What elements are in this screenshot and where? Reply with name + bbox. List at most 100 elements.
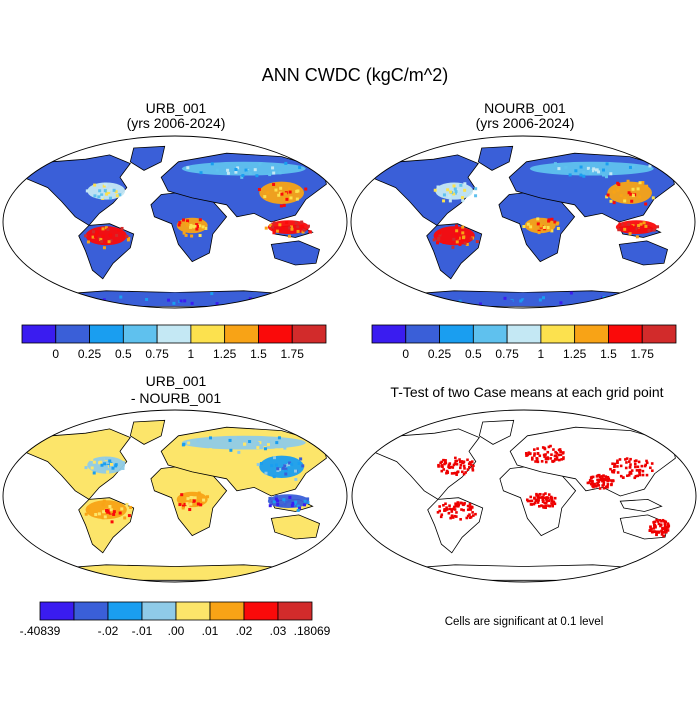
colorbar-swatch (73, 601, 109, 621)
colorbar-diff: -.40839 -.02 -.01 .00 .01 .02 .03 .18069 (20, 601, 331, 638)
land-greenland (129, 145, 166, 171)
colorbar-tick-label: .01 (202, 624, 219, 638)
region-east-asia (257, 181, 308, 208)
signif-amazon (436, 501, 477, 521)
colorbar-tick-label: .00 (168, 624, 185, 638)
land-north-america (371, 154, 479, 226)
colorbar-swatch (55, 324, 90, 344)
colorbar-nourb: 0 0.25 0.5 0.75 1 1.25 1.5 1.75 (371, 324, 677, 361)
land-north-america (372, 428, 480, 500)
colorbar-swatch (277, 601, 313, 621)
globe-border (2, 409, 348, 583)
signif-central-africa (525, 492, 557, 510)
colorbar-swatch (21, 324, 57, 344)
region-eurasian-boreal (529, 161, 660, 179)
colorbar-swatch (405, 324, 440, 344)
colorbar-tick-label: 0.75 (495, 347, 519, 361)
colorbar-tick-label: -.01 (132, 624, 153, 638)
region-eastern-north-america (85, 182, 126, 200)
land-north-america (23, 428, 131, 500)
panel-urb: URB_001 (yrs 2006-2024) 0 0.25 0.5 0.75 1 1.2… (2, 100, 348, 361)
colorbar-tick-label: 0.5 (465, 347, 482, 361)
colorbar-tick-label: 1.75 (631, 347, 655, 361)
colorbar-tick-label: 0 (402, 347, 409, 361)
figure-title: ANN CWDC (kgC/m^2) (262, 65, 448, 85)
land-south-america (427, 497, 484, 554)
region-east-asia (605, 179, 655, 206)
colorbar-swatch (107, 601, 143, 621)
region-amazon (84, 226, 131, 250)
land-greenland (478, 419, 515, 445)
colorbar-swatch (39, 601, 75, 621)
colorbar-swatch (122, 324, 158, 344)
colorbar-swatch (141, 601, 177, 621)
colorbar-swatch (175, 601, 211, 621)
colorbar-tick-label: 1.75 (281, 347, 305, 361)
region-eastern-north-america (433, 182, 478, 203)
map-nourb (350, 135, 696, 309)
colorbar-swatch (209, 601, 245, 621)
panel-nourb: NOURB_001 (yrs 2006-2024) 0 0.25 0.5 0.75 1 1… (350, 100, 696, 361)
region-eastern-north-america (84, 456, 126, 475)
colorbar-tick-label: -.40839 (20, 624, 61, 638)
colorbar-tick-label: 0.75 (145, 347, 169, 361)
signif-eastern-australia (648, 518, 671, 538)
colorbar-swatch (574, 324, 609, 344)
globe-border (2, 135, 348, 309)
colorbar-tick-label: 1.5 (250, 347, 267, 361)
panel-nourb-title: NOURB_001 (484, 100, 566, 116)
region-central-africa (176, 491, 210, 512)
land-antarctica (382, 564, 666, 581)
panel-urb-title: URB_001 (146, 100, 207, 116)
colorbar-tick-label: 1.25 (213, 347, 237, 361)
globe-border (350, 135, 696, 309)
colorbar-swatch (224, 324, 259, 344)
colorbar-tick-label: 1 (188, 347, 195, 361)
colorbar-swatch (243, 601, 279, 621)
panel-diff-title: URB_001 (146, 373, 207, 389)
signif-europe (524, 444, 565, 464)
colorbar-swatch (190, 324, 226, 344)
colorbar-tick-label: 0.5 (115, 347, 132, 361)
colorbar-tick-label: 0.25 (78, 347, 102, 361)
region-central-africa (522, 217, 560, 235)
land-antarctica (33, 564, 317, 581)
region-central-africa (176, 217, 208, 238)
land-australia (270, 240, 320, 266)
land-north-america (23, 154, 131, 226)
region-eurasian-boreal (181, 161, 306, 179)
colorbar-tick-label: -.02 (98, 624, 119, 638)
globe-border (351, 409, 697, 583)
colorbar-swatch (371, 324, 407, 344)
colorbar-swatch (439, 324, 474, 344)
colorbar-tick-label: .18069 (294, 624, 331, 638)
colorbar-swatch (291, 324, 327, 344)
colorbar-tick-label: .02 (236, 624, 253, 638)
land-australia (618, 240, 668, 266)
region-amazon (84, 499, 133, 524)
region-southeast-asia (267, 494, 310, 512)
colorbar-tick-label: 1.5 (600, 347, 617, 361)
colorbar-swatch (506, 324, 542, 344)
map-urb (2, 135, 348, 309)
colorbar-tick-label: 0.25 (428, 347, 452, 361)
land-greenland (129, 419, 166, 445)
colorbar-tick-label: .03 (270, 624, 287, 638)
panel-ttest-title: T-Test of two Case means at each grid po… (390, 384, 663, 400)
colorbar-urb: 0 0.25 0.5 0.75 1 1.25 1.5 1.75 (21, 324, 327, 361)
colorbar-swatch (156, 324, 192, 344)
colorbar-swatch (608, 324, 643, 344)
map-ttest (351, 409, 697, 583)
land-indonesia (619, 498, 663, 512)
panel-nourb-subtitle: (yrs 2006-2024) (476, 115, 575, 131)
colorbar-swatch (472, 324, 508, 344)
colorbar-tick-label: 1.25 (563, 347, 587, 361)
region-antarctica (368, 291, 686, 308)
colorbar-swatch (258, 324, 293, 344)
colorbar-tick-label: 0 (52, 347, 59, 361)
panel-urb-subtitle: (yrs 2006-2024) (127, 115, 226, 131)
map-diff (2, 409, 348, 583)
colorbar-tick-label: 1 (538, 347, 545, 361)
signif-eastern-north-america (437, 456, 475, 476)
